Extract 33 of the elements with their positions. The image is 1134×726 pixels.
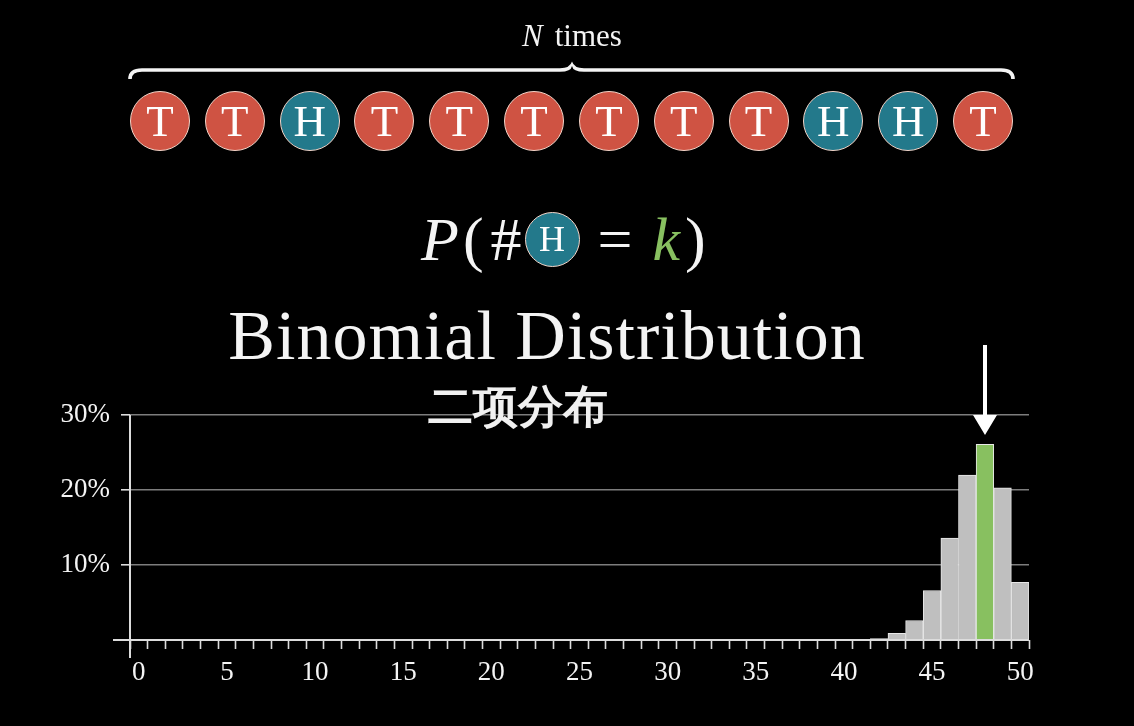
chart-subtitle: 二项分布 [428,380,608,433]
x-tick-label: 40 [830,656,858,687]
text: ) [685,204,706,275]
y-tick-label: 20% [60,473,110,504]
coin-icon: H [878,91,939,151]
y-tick-label: 10% [60,548,110,579]
x-tick-label: 10 [301,656,329,687]
coin-icon: T [354,91,415,151]
coin-icon: T [653,91,714,151]
x-tick-label: 15 [389,656,417,687]
x-tick-label: 20 [477,656,505,687]
coin-icon: T [130,91,190,151]
x-tick-label: 30 [654,656,682,687]
text: = [597,204,633,275]
coin-icon: T [204,91,265,151]
coin-icon: T [953,91,1013,151]
x-tick-label: 25 [566,656,593,687]
coin-icon: H [279,91,340,151]
y-tick-label: 30% [60,398,110,429]
coin-icon: T [578,91,639,151]
x-tick-label: 45 [918,656,946,687]
text: N times [522,18,622,53]
chart-title: Binomial Distribution [228,297,866,374]
x-tick-label: 5 [220,656,234,687]
coin-icon: T [728,91,789,151]
x-tick-label: 0 [132,656,146,687]
coin-icon: T [429,91,490,151]
x-tick-label: 35 [742,656,770,687]
x-tick-label: 50 [1006,656,1034,687]
text: k [652,204,681,275]
coin-icon: H [803,91,864,151]
coin-icon: T [504,91,565,151]
coin-icon: H [524,211,580,267]
